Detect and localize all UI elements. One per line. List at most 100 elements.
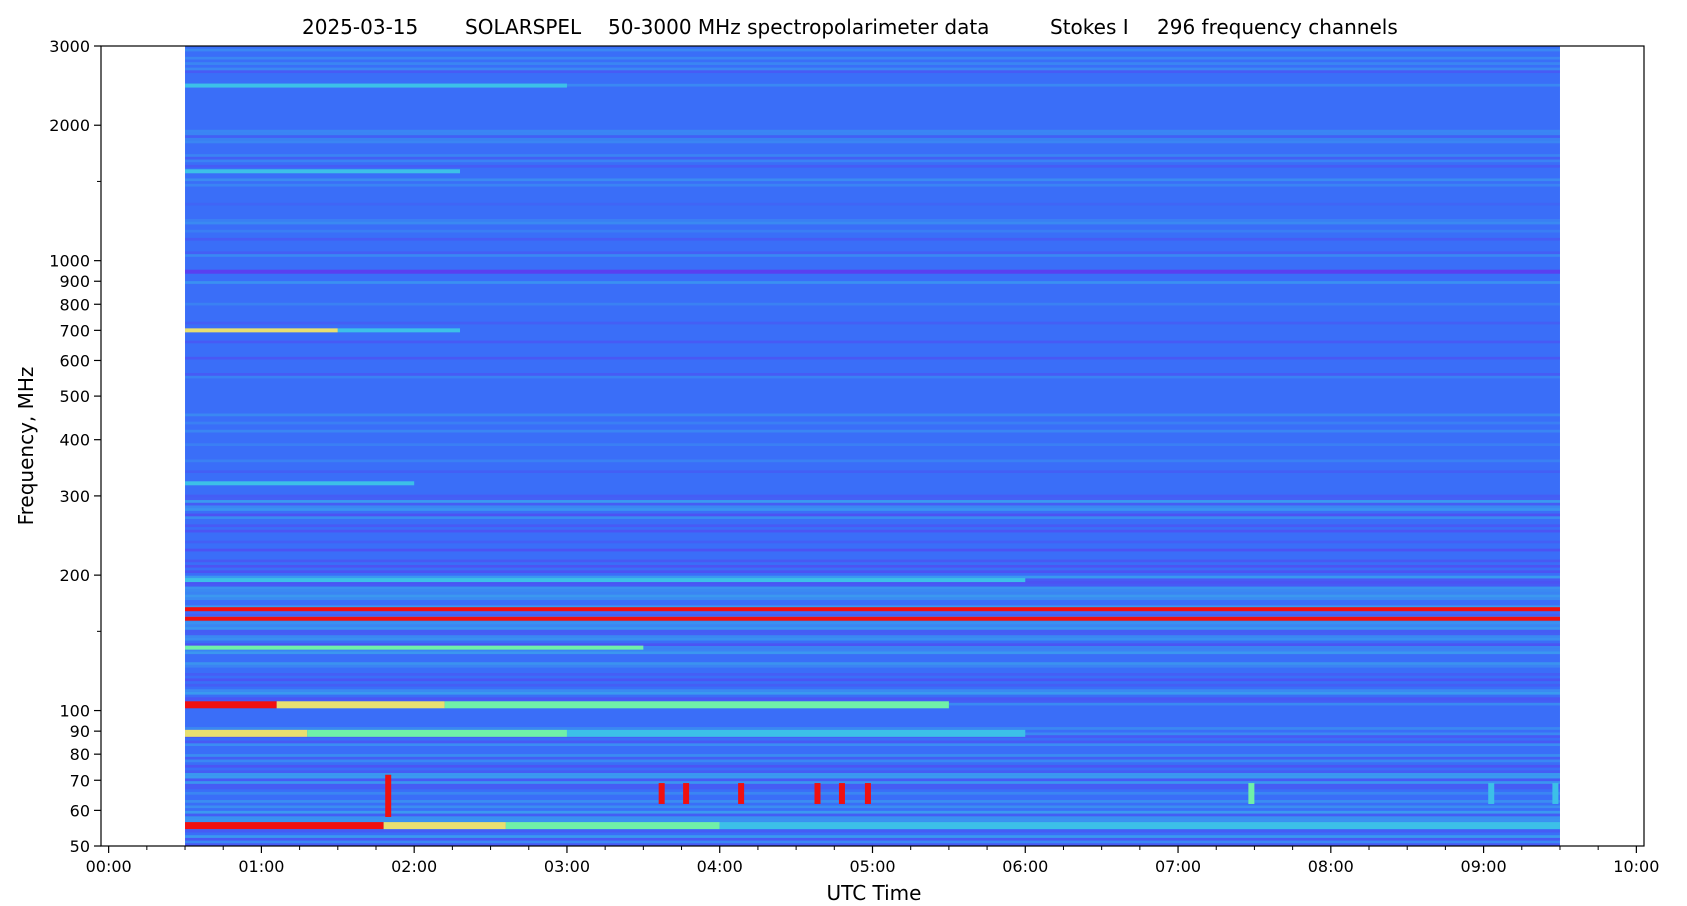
y-tick-label: 80 xyxy=(70,745,90,764)
heatmap-row xyxy=(185,835,1560,838)
heatmap-row xyxy=(185,340,1560,344)
heatmap-row xyxy=(185,786,1560,790)
y-tick-label: 400 xyxy=(59,431,90,450)
y-tick-label: 900 xyxy=(59,272,90,291)
heatmap-row xyxy=(185,321,1560,325)
heatmap-row xyxy=(185,470,1560,474)
heatmap-row xyxy=(185,137,1560,141)
heatmap-row xyxy=(185,164,1560,168)
y-tick-label: 200 xyxy=(59,566,90,585)
heatmap-row xyxy=(185,783,1560,787)
x-tick-label: 03:00 xyxy=(544,857,590,876)
heatmap-row xyxy=(185,629,1560,633)
radio-burst xyxy=(1552,783,1559,804)
radio-burst xyxy=(814,783,821,804)
heatmap-row xyxy=(185,662,1560,665)
emission-band xyxy=(185,645,644,650)
heatmap-row xyxy=(185,778,1560,782)
heatmap-row xyxy=(185,178,1560,182)
y-tick-label: 3000 xyxy=(49,37,90,56)
heatmap-row xyxy=(185,524,1560,528)
heatmap-row xyxy=(185,570,1560,574)
heatmap-row xyxy=(185,673,1560,676)
heatmap-row xyxy=(185,356,1560,360)
heatmap-row xyxy=(185,829,1560,833)
x-tick-label: 06:00 xyxy=(1002,857,1048,876)
heatmap-row xyxy=(185,129,1560,133)
heatmap-row xyxy=(185,678,1560,682)
heatmap-row xyxy=(185,529,1560,533)
heatmap-row xyxy=(185,254,1560,257)
emission-band xyxy=(185,169,461,174)
heatmap-row xyxy=(185,581,1560,584)
heatmap-row xyxy=(185,159,1560,163)
heatmap-row xyxy=(185,591,1560,595)
heatmap-row xyxy=(185,813,1560,817)
emission-band xyxy=(307,729,567,737)
heatmap-row xyxy=(185,818,1560,822)
y-tick-label: 600 xyxy=(59,351,90,370)
y-tick-label: 2000 xyxy=(49,116,90,135)
heatmap-row xyxy=(185,373,1560,376)
y-tick-label: 60 xyxy=(70,801,90,820)
emission-band xyxy=(185,616,1560,621)
heatmap-row xyxy=(185,840,1560,844)
x-tick-label: 10:00 xyxy=(1613,857,1659,876)
y-tick-label: 90 xyxy=(70,722,90,741)
emission-band xyxy=(337,328,461,333)
heatmap-row xyxy=(185,559,1560,563)
heatmap-row xyxy=(185,497,1560,501)
heatmap-row xyxy=(185,810,1560,814)
emission-band xyxy=(185,269,1560,274)
radio-burst xyxy=(683,783,690,804)
heatmap-row xyxy=(185,583,1560,587)
heatmap-row xyxy=(185,597,1560,601)
heatmap-row xyxy=(185,643,1560,646)
heatmap-row xyxy=(185,429,1560,433)
heatmap-row xyxy=(185,140,1560,144)
heatmap-row xyxy=(185,183,1560,187)
y-tick-label: 100 xyxy=(59,702,90,721)
heatmap-row xyxy=(185,775,1560,779)
heatmap-row xyxy=(185,613,1560,617)
heatmap-row xyxy=(185,218,1560,222)
title-channels: 296 frequency channels xyxy=(1157,15,1398,39)
heatmap-row xyxy=(185,627,1560,630)
heatmap-row xyxy=(185,624,1560,628)
heatmap-row xyxy=(185,67,1560,71)
heatmap-row xyxy=(185,302,1560,306)
heatmap-row xyxy=(185,237,1560,241)
radio-bursts xyxy=(385,774,1559,817)
heatmap-row xyxy=(185,635,1560,638)
heatmap-row xyxy=(185,605,1560,609)
heatmap-row xyxy=(185,648,1560,652)
x-tick-label: 04:00 xyxy=(697,857,743,876)
heatmap-row xyxy=(185,154,1560,157)
heatmap-row xyxy=(185,459,1560,463)
x-axis-title: UTC Time xyxy=(827,881,922,905)
radio-burst xyxy=(658,783,665,804)
heatmap-row xyxy=(185,443,1560,446)
x-tick-label: 01:00 xyxy=(238,857,284,876)
radio-burst xyxy=(385,774,392,817)
emission-band xyxy=(185,729,308,737)
heatmap-row xyxy=(185,756,1560,760)
emission-band xyxy=(185,607,1560,612)
heatmap-row xyxy=(185,805,1560,809)
emission-bands xyxy=(185,83,1560,830)
y-axis-title: Frequency, MHz xyxy=(14,367,38,526)
heatmap-row xyxy=(185,781,1560,784)
x-tick-label: 00:00 xyxy=(86,857,132,876)
y-tick-label: 1000 xyxy=(49,252,90,271)
heatmap-row xyxy=(185,651,1560,655)
emission-band xyxy=(185,83,567,88)
title-stokes: Stokes I xyxy=(1050,15,1129,39)
heatmap-row xyxy=(185,754,1560,757)
emission-band xyxy=(185,701,277,709)
heatmap-row xyxy=(185,251,1560,255)
heatmap-row xyxy=(185,56,1560,60)
heatmap-row xyxy=(185,548,1560,552)
heatmap-row xyxy=(185,764,1560,768)
radio-burst xyxy=(838,783,845,804)
heatmap-row xyxy=(185,502,1560,506)
